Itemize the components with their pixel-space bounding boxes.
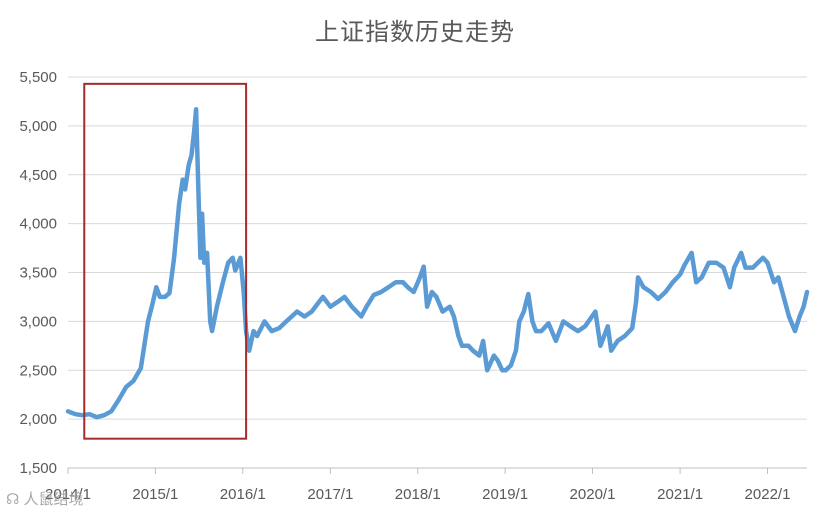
y-tick-label: 2,500 — [19, 362, 57, 379]
x-tick-label: 2020/1 — [570, 486, 616, 503]
y-tick-label: 3,500 — [19, 265, 57, 282]
x-tick-label: 2019/1 — [482, 486, 528, 503]
x-tick-label: 2014/1 — [45, 486, 91, 503]
grid-lines — [68, 76, 807, 420]
x-tick-label: 2018/1 — [395, 486, 441, 503]
watermark: ☊ 人鼠结境 — [6, 488, 84, 509]
watermark-icon: ☊ — [6, 491, 20, 508]
watermark-text: 人鼠结境 — [23, 491, 84, 508]
highlight-box-layer — [83, 82, 248, 440]
x-tick-label: 2021/1 — [657, 486, 703, 503]
y-tick-label: 2,000 — [19, 411, 57, 428]
series-line — [65, 107, 810, 420]
y-axis-labels: 1,500 2,000 2,500 3,000 3,500 4,000 4,500 5,000… — [19, 69, 57, 477]
x-tick-label: 2015/1 — [132, 486, 178, 503]
y-tick-label: 4,000 — [19, 216, 57, 233]
y-tick-label: 5,500 — [19, 69, 57, 86]
chart-title: 上证指数历史走势 — [315, 19, 515, 46]
y-tick-label: 4,500 — [19, 167, 57, 184]
y-tick-label: 3,000 — [19, 313, 57, 330]
x-axis: 2014/1 2015/1 2016/1 2017/1 2018/1 2019/1 2020… — [45, 467, 807, 503]
y-tick-label: 5,000 — [19, 118, 57, 135]
y-tick-label: 1,500 — [19, 460, 57, 477]
x-tick-label: 2016/1 — [220, 486, 266, 503]
highlight-box — [83, 82, 248, 440]
x-tick-label: 2022/1 — [745, 486, 791, 503]
series-layer — [65, 107, 810, 420]
x-tick-label: 2017/1 — [307, 486, 353, 503]
